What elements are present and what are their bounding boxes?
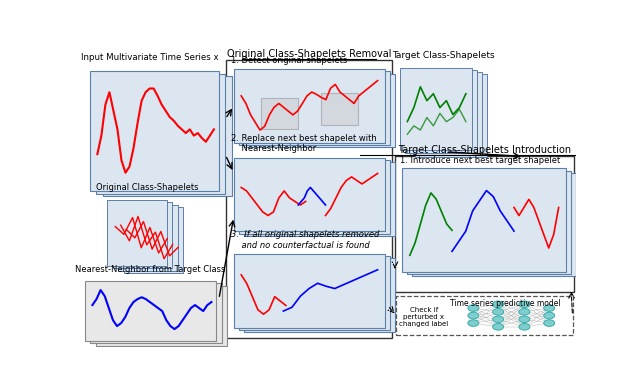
Text: Original Class-Shapelets: Original Class-Shapelets xyxy=(96,183,198,192)
FancyBboxPatch shape xyxy=(405,70,477,152)
Circle shape xyxy=(493,316,504,323)
FancyBboxPatch shape xyxy=(108,200,167,266)
FancyBboxPatch shape xyxy=(395,156,573,292)
FancyBboxPatch shape xyxy=(227,60,392,338)
FancyBboxPatch shape xyxy=(96,286,227,346)
FancyBboxPatch shape xyxy=(396,296,573,335)
FancyBboxPatch shape xyxy=(244,162,395,236)
Circle shape xyxy=(544,305,555,311)
Text: Input Multivariate Time Series x: Input Multivariate Time Series x xyxy=(81,53,218,62)
Circle shape xyxy=(519,308,530,315)
FancyBboxPatch shape xyxy=(239,71,390,145)
FancyBboxPatch shape xyxy=(410,72,482,154)
Circle shape xyxy=(468,305,479,311)
FancyBboxPatch shape xyxy=(85,281,216,341)
FancyBboxPatch shape xyxy=(244,74,395,147)
Text: Check if
perturbed x
changed label: Check if perturbed x changed label xyxy=(399,307,449,327)
FancyBboxPatch shape xyxy=(400,68,472,151)
FancyBboxPatch shape xyxy=(103,76,232,196)
FancyBboxPatch shape xyxy=(239,256,390,330)
Text: 3.  If all original shapelets removed
    and no counterfactual is found: 3. If all original shapelets removed and… xyxy=(231,230,380,250)
FancyBboxPatch shape xyxy=(90,71,219,191)
Circle shape xyxy=(544,320,555,326)
FancyBboxPatch shape xyxy=(412,173,576,276)
Circle shape xyxy=(493,301,504,308)
FancyBboxPatch shape xyxy=(239,160,390,234)
Text: Target Class-Shapelets Introduction: Target Class-Shapelets Introduction xyxy=(397,145,571,155)
FancyBboxPatch shape xyxy=(124,207,183,273)
Text: 1. Detect original shapelets: 1. Detect original shapelets xyxy=(231,56,348,65)
Circle shape xyxy=(519,324,530,330)
Circle shape xyxy=(493,308,504,315)
FancyBboxPatch shape xyxy=(403,168,566,272)
FancyBboxPatch shape xyxy=(261,98,298,129)
Text: 2. Replace next best shapelet with
    Nearest-Neighbor: 2. Replace next best shapelet with Neare… xyxy=(231,134,377,153)
Circle shape xyxy=(468,312,479,319)
FancyBboxPatch shape xyxy=(415,74,487,157)
Circle shape xyxy=(544,312,555,319)
FancyBboxPatch shape xyxy=(321,93,358,125)
Text: Target Class-Shapelets: Target Class-Shapelets xyxy=(392,51,495,60)
FancyBboxPatch shape xyxy=(234,158,385,232)
FancyBboxPatch shape xyxy=(118,205,178,271)
FancyBboxPatch shape xyxy=(97,74,225,194)
FancyBboxPatch shape xyxy=(408,170,571,274)
FancyBboxPatch shape xyxy=(234,69,385,143)
Circle shape xyxy=(519,301,530,308)
Circle shape xyxy=(519,316,530,323)
FancyBboxPatch shape xyxy=(113,202,172,268)
Circle shape xyxy=(493,324,504,330)
Text: Time series predictive model: Time series predictive model xyxy=(451,299,561,308)
Text: Nearest-Neighbor from Target Class: Nearest-Neighbor from Target Class xyxy=(76,264,226,273)
Text: 1. Introduce next best target shapelet: 1. Introduce next best target shapelet xyxy=(400,156,560,165)
Text: Original Class-Shapelets Removal: Original Class-Shapelets Removal xyxy=(227,49,392,59)
FancyBboxPatch shape xyxy=(234,254,385,328)
FancyBboxPatch shape xyxy=(244,258,395,332)
Circle shape xyxy=(468,320,479,326)
FancyBboxPatch shape xyxy=(90,284,222,344)
